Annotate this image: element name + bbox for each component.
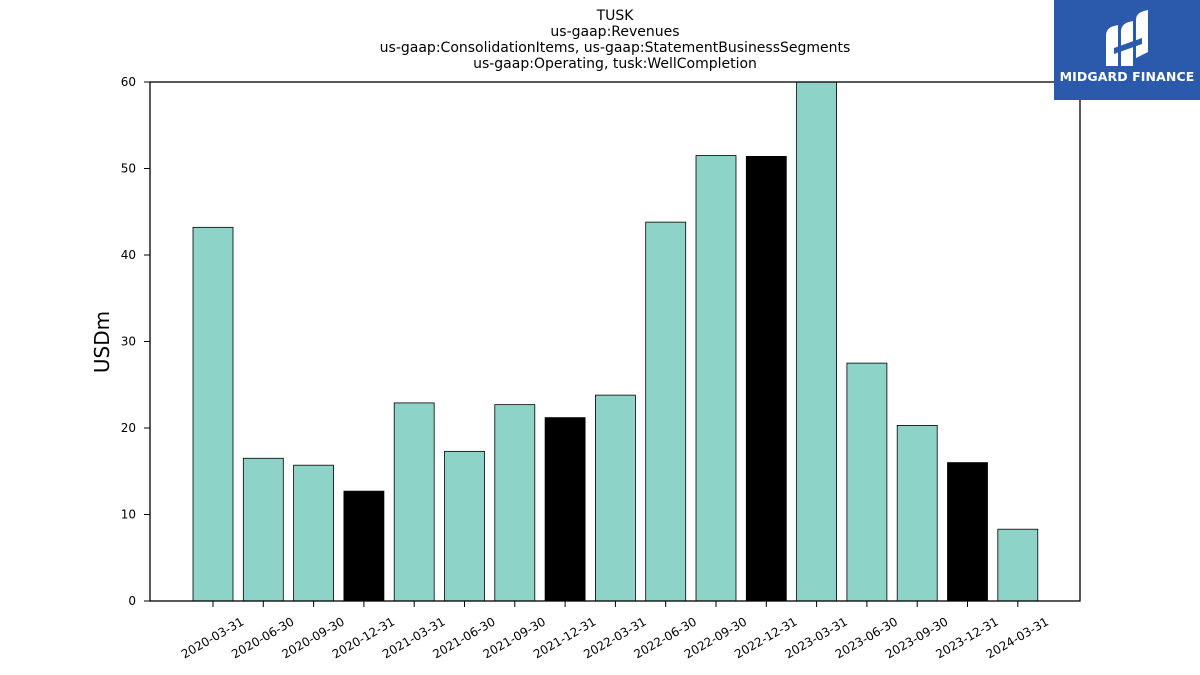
bar-2021-03-31 bbox=[393, 402, 435, 602]
bar-2022-06-30 bbox=[645, 221, 687, 602]
bar-2020-03-31 bbox=[192, 226, 234, 602]
midgard-finance-logo: MIDGARD FINANCE bbox=[1054, 0, 1200, 100]
bar-2022-09-30 bbox=[695, 155, 737, 602]
bar-2021-09-30 bbox=[494, 404, 536, 602]
y-tick-label: 40 bbox=[121, 248, 136, 262]
bar-2020-12-31 bbox=[343, 490, 385, 602]
bar-2023-09-30 bbox=[896, 425, 938, 602]
y-tick-label: 60 bbox=[121, 75, 136, 89]
bar-2023-12-31 bbox=[947, 462, 988, 602]
bar-2020-06-30 bbox=[242, 457, 284, 602]
y-tick-label: 50 bbox=[121, 162, 136, 176]
y-axis-label: USDm bbox=[90, 311, 114, 373]
chart-title-line-3: us-gaap:ConsolidationItems, us-gaap:Stat… bbox=[379, 40, 851, 56]
bar-2023-03-31 bbox=[796, 81, 837, 602]
bar-2021-06-30 bbox=[444, 450, 485, 602]
bar-2021-12-31 bbox=[544, 417, 586, 602]
bar-2023-06-30 bbox=[846, 362, 888, 602]
chart-title-line-1: TUSK bbox=[596, 8, 634, 24]
y-tick-label: 20 bbox=[121, 421, 136, 435]
bar-2024-03-31 bbox=[997, 528, 1039, 602]
y-tick-label: 0 bbox=[128, 594, 136, 608]
y-axis: 0 10 20 30 40 50 60 bbox=[121, 75, 150, 608]
midgard-logo-icon bbox=[1106, 10, 1148, 66]
bars-group bbox=[192, 81, 1039, 602]
logo-text: MIDGARD FINANCE bbox=[1059, 69, 1195, 84]
bar-2020-09-30 bbox=[293, 464, 335, 602]
chart-title-line-4: us-gaap:Operating, tusk:WellCompletion bbox=[473, 56, 757, 72]
y-tick-label: 30 bbox=[121, 335, 136, 349]
x-axis: 2020-03-312020-06-302020-09-302020-12-31… bbox=[179, 601, 1051, 662]
bar-2022-12-31 bbox=[745, 155, 787, 602]
bar-2022-03-31 bbox=[595, 394, 636, 602]
chart-title-line-2: us-gaap:Revenues bbox=[550, 24, 680, 40]
y-tick-label: 10 bbox=[121, 508, 136, 522]
